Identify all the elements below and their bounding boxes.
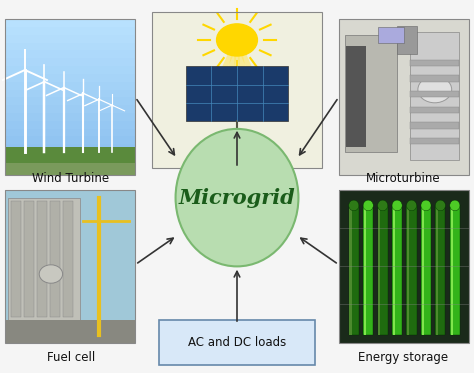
Bar [410,122,459,129]
Bar [450,206,453,335]
Bar [392,206,402,335]
Bar [5,19,136,175]
Circle shape [217,24,257,56]
Bar [410,91,459,97]
Bar [5,97,136,105]
Text: AC and DC loads: AC and DC loads [188,336,286,349]
Bar [5,121,136,129]
Ellipse shape [421,200,431,211]
Bar [5,74,136,82]
Ellipse shape [175,129,299,266]
Bar [410,75,459,82]
Bar [364,206,366,335]
Text: Wind Turbine: Wind Turbine [32,172,109,185]
Bar [5,137,136,144]
Bar [5,90,136,97]
Bar [410,138,459,144]
Bar [50,201,60,317]
Ellipse shape [363,200,373,211]
Bar [422,206,424,335]
Bar [338,19,469,175]
Bar [407,206,410,335]
Bar [5,58,136,66]
Bar [5,129,136,137]
Bar [5,82,136,90]
Bar [8,198,80,320]
Bar [5,190,136,342]
Bar [5,113,136,121]
Bar [36,201,47,317]
Bar [345,35,397,152]
Bar [338,190,469,342]
Bar [5,320,136,342]
Bar [5,152,136,160]
Bar [436,206,438,335]
Bar [338,19,469,175]
Bar [393,206,395,335]
Text: Microgrid: Microgrid [179,188,295,208]
Bar [410,32,459,160]
Bar [5,105,136,113]
Bar [378,206,388,335]
Text: Energy storage: Energy storage [358,351,448,364]
Bar [5,43,136,50]
Bar [5,27,136,35]
Bar [5,160,136,167]
Bar [10,201,21,317]
Circle shape [39,265,63,283]
Bar [410,107,459,113]
Ellipse shape [392,200,402,211]
Bar [378,27,403,43]
Circle shape [418,76,452,103]
Text: Solar Cells: Solar Cells [206,164,268,177]
Bar [152,12,322,168]
Bar [450,206,460,335]
Bar [421,206,431,335]
Bar [5,19,136,27]
Bar [5,35,136,43]
Ellipse shape [378,200,388,211]
Bar [217,134,257,144]
Bar [5,66,136,74]
Bar [346,46,366,147]
Text: Microturbine: Microturbine [366,172,441,185]
Bar [5,50,136,58]
Bar [152,12,322,168]
Bar [397,25,417,54]
Bar [378,206,381,335]
Bar [63,201,73,317]
Bar [24,201,34,317]
Bar [5,144,136,152]
Ellipse shape [450,200,460,211]
Bar [5,167,136,175]
Bar [410,60,459,66]
Bar [349,206,352,335]
Bar [186,66,288,121]
Bar [407,206,417,335]
Ellipse shape [407,200,417,211]
Bar [5,190,136,342]
Bar [5,147,136,175]
Text: Fuel cell: Fuel cell [46,351,95,364]
Ellipse shape [349,200,359,211]
Bar [435,206,446,335]
FancyBboxPatch shape [159,320,315,365]
Bar [363,206,373,335]
Bar [338,190,469,342]
Ellipse shape [435,200,446,211]
Bar [349,206,359,335]
Bar [5,163,136,175]
